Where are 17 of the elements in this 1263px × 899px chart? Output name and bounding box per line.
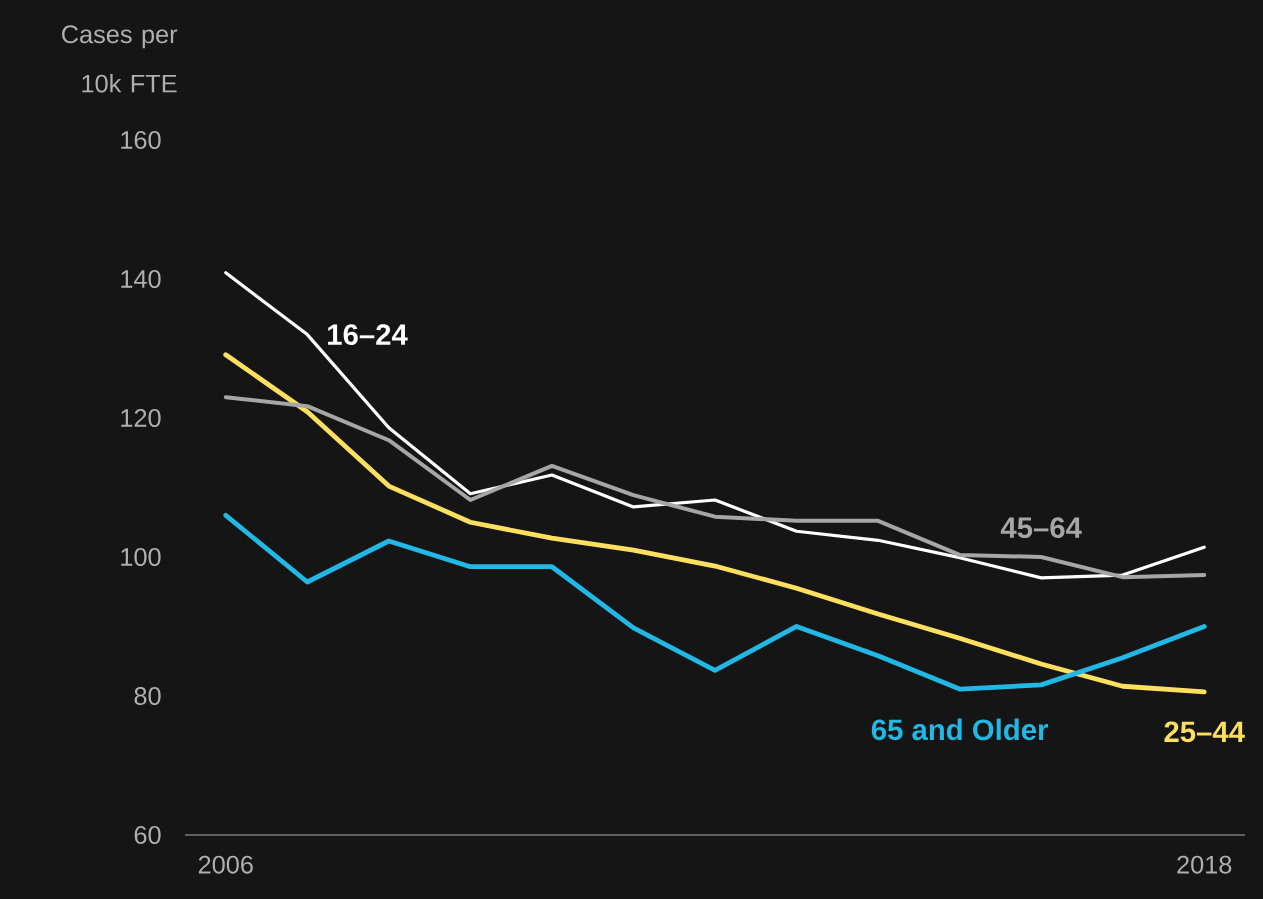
line-series	[224, 271, 1206, 580]
series-label: 45–64	[1000, 517, 1082, 539]
y-axis-title: Cases per 10k FTE	[62, 25, 178, 93]
series-label: 16–24	[328, 324, 408, 345]
y-tick-label: 60	[134, 826, 161, 844]
y-tick-label: 140	[121, 270, 161, 288]
x-tick-label: 2006	[198, 855, 253, 874]
line-series	[223, 395, 1207, 580]
line-series	[223, 352, 1207, 695]
line-series	[223, 512, 1207, 692]
series-label: 25–44	[1164, 721, 1245, 743]
y-tick-label: 120	[121, 409, 161, 427]
y-tick-label: 100	[121, 548, 161, 566]
series-label: 65 and Older	[871, 718, 1049, 741]
y-tick-label: 80	[134, 687, 161, 705]
y-tick-label: 160	[121, 131, 161, 149]
x-tick-label: 2018	[1177, 855, 1232, 874]
